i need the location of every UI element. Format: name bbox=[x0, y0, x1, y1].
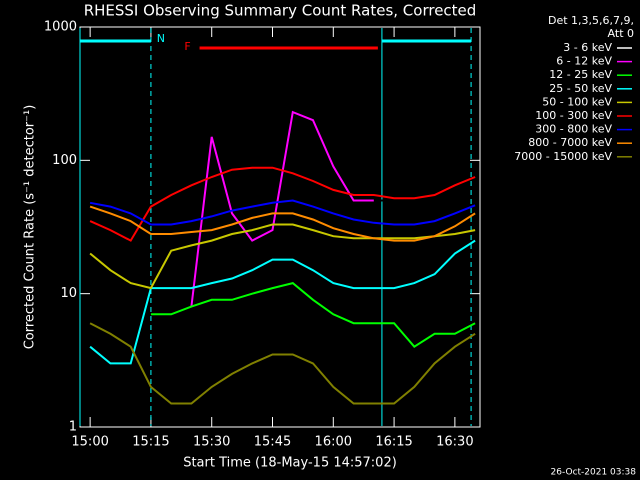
legend-header: Det 1,3,5,6,7,9, bbox=[548, 14, 634, 27]
y-tick-label: 100 bbox=[52, 153, 77, 168]
series-line bbox=[89, 322, 476, 405]
y-tick-label: 10 bbox=[60, 286, 77, 301]
legend-label: 50 - 100 keV bbox=[542, 95, 612, 108]
y-tick-label: 1000 bbox=[44, 20, 77, 35]
series-line bbox=[89, 239, 476, 365]
series-line bbox=[89, 223, 476, 290]
legend-label: 100 - 300 keV bbox=[535, 109, 612, 122]
flag-label: F bbox=[184, 40, 190, 53]
series-line bbox=[89, 205, 476, 242]
legend-label: 300 - 800 keV bbox=[535, 123, 612, 136]
series-line bbox=[89, 166, 476, 242]
series-line bbox=[190, 110, 374, 307]
legend-header: Att 0 bbox=[608, 27, 634, 40]
legend-label: 3 - 6 keV bbox=[563, 41, 612, 54]
x-tick-label: 16:00 bbox=[315, 435, 352, 450]
x-tick-label: 15:45 bbox=[254, 435, 291, 450]
legend-label: 800 - 7000 keV bbox=[528, 136, 612, 149]
y-tick-label: 1 bbox=[69, 420, 77, 435]
series-line bbox=[89, 199, 476, 226]
chart-title: RHESSI Observing Summary Count Rates, Co… bbox=[84, 2, 477, 20]
y-axis-label: Corrected Count Rate (s⁻¹ detector⁻¹) bbox=[23, 105, 38, 350]
legend-label: 6 - 12 keV bbox=[556, 55, 612, 68]
footer: 26-Oct-2021 03:38 bbox=[551, 468, 637, 478]
x-tick-label: 15:00 bbox=[71, 435, 108, 450]
x-tick-label: 16:30 bbox=[436, 435, 473, 450]
x-axis-label: Start Time (18-May-15 14:57:02) bbox=[183, 456, 397, 471]
x-tick-label: 15:15 bbox=[132, 435, 169, 450]
legend-label: 7000 - 15000 keV bbox=[514, 150, 612, 163]
x-tick-label: 16:15 bbox=[375, 435, 412, 450]
flag-label: N bbox=[157, 32, 165, 45]
series-line bbox=[150, 282, 476, 349]
legend-label: 12 - 25 keV bbox=[549, 68, 612, 81]
x-tick-label: 15:30 bbox=[193, 435, 230, 450]
legend-label: 25 - 50 keV bbox=[549, 82, 612, 95]
